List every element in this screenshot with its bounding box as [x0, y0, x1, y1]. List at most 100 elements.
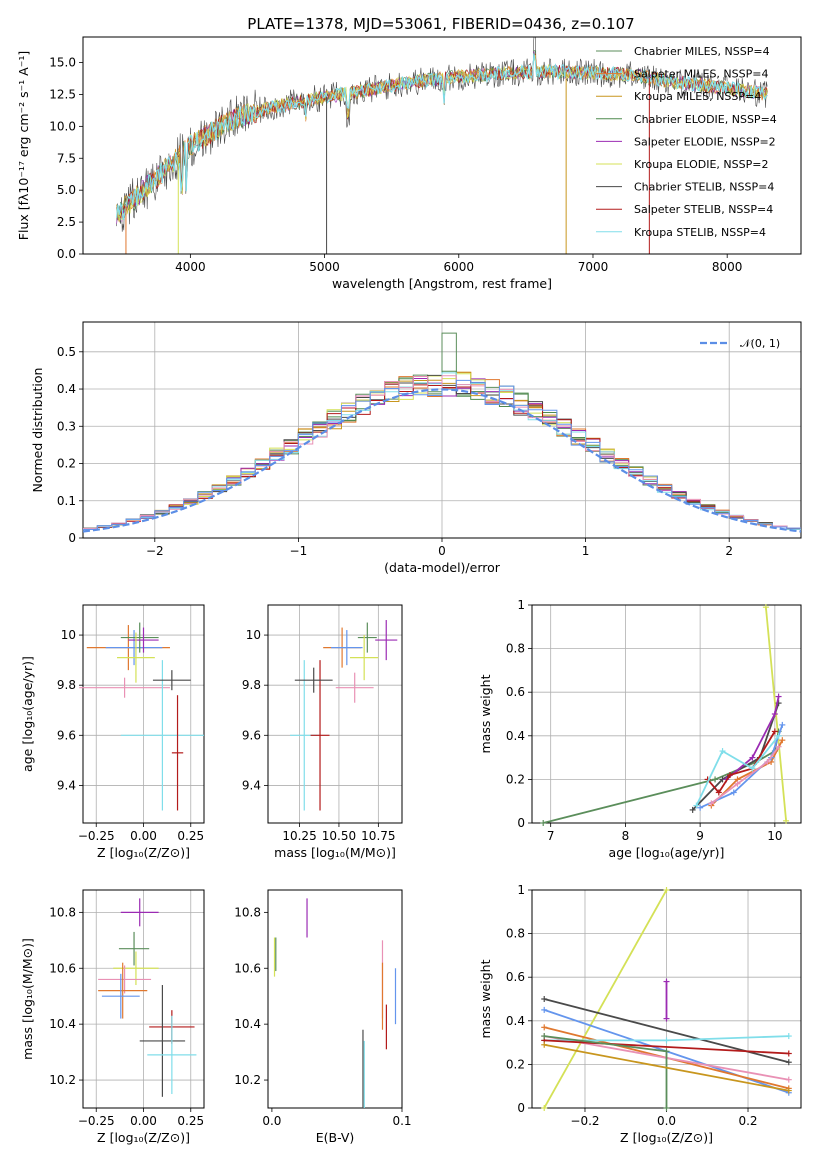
x-tick-label: 0.00 — [130, 1114, 157, 1128]
age-vs-metallicity-panel: −0.25 0.00 0.25 9.4 9.6 9.8 10 Z [log₁₀(Z/Z⊙)] a… — [20, 604, 205, 860]
y-tick-label: 0.1 — [57, 494, 76, 508]
mass-vs-metallicity-panel: −0.25 0.00 0.25 10.2 10.4 10.6 10.8 Z [log₁₀(Z/… — [20, 889, 205, 1145]
weight-line — [710, 746, 780, 805]
y-tick-label: 9.6 — [242, 728, 261, 742]
y-tick-label: 0.8 — [506, 927, 525, 941]
weight-line — [544, 1039, 789, 1055]
age-vs-mass-panel: 10.25 10.50 10.75 9.4 9.6 9.8 10 mass [log₁₀(M/… — [242, 604, 403, 860]
y-tick-label: 0 — [517, 816, 525, 830]
spectrum-line — [116, 53, 768, 221]
x-tick-label: 0 — [438, 544, 446, 558]
x-tick-label: 0.2 — [738, 1114, 757, 1128]
y-tick-label: 9.8 — [242, 678, 261, 692]
x-axis-label: Z [log₁₀(Z/Z⊙)] — [620, 1130, 713, 1145]
y-tick-label: 0.6 — [506, 970, 525, 984]
y-axis-label: mass weight — [478, 959, 493, 1038]
x-tick-label: 10.50 — [322, 829, 356, 843]
x-axis-label: Z [log₁₀(Z/Z⊙)] — [97, 845, 190, 860]
y-tick-label: 5.0 — [57, 183, 76, 197]
x-axis-label: mass [log₁₀(M/M⊙)] — [274, 845, 396, 860]
x-axis-label: Z [log₁₀(Z/Z⊙)] — [97, 1130, 190, 1145]
y-tick-label: 10.6 — [234, 961, 261, 975]
y-tick-label: 0 — [517, 1101, 525, 1115]
y-tick-label: 10 — [246, 628, 261, 642]
x-axis-label: E(B-V) — [316, 1130, 355, 1145]
axes-frame — [531, 604, 802, 824]
y-axis-label: mass weight — [478, 674, 493, 753]
x-axis-label: wavelength [Angstrom, rest frame] — [332, 276, 552, 291]
y-tick-label: 1 — [517, 883, 525, 897]
y-tick-label: 1 — [517, 598, 525, 612]
x-axis-label: age [log₁₀(age/yr)] — [609, 845, 725, 860]
y-tick-label: 10.4 — [49, 1017, 76, 1031]
gaussian-curve — [82, 388, 802, 533]
x-tick-label: −2 — [146, 544, 164, 558]
x-tick-label: 10.25 — [282, 829, 316, 843]
x-tick-label: 0.00 — [130, 829, 157, 843]
x-tick-label: 10.75 — [361, 829, 395, 843]
weight-line — [725, 696, 780, 781]
y-tick-label: 9.8 — [57, 678, 76, 692]
weight-line — [692, 702, 780, 811]
weight-line — [695, 735, 780, 806]
y-tick-label: 2.5 — [57, 215, 76, 229]
x-tick-label: 0.0 — [657, 1114, 676, 1128]
legend-label: 𝒩(0, 1) — [740, 337, 780, 350]
y-tick-label: 9.4 — [57, 778, 76, 792]
legend-label: Kroupa STELIB, NSSP=4 — [634, 226, 766, 239]
spectrum-panel: 4000 5000 6000 7000 8000 0.0 2.5 5.0 7.5 10.0 12.5… — [16, 36, 802, 291]
y-tick-label: 10.2 — [49, 1073, 76, 1087]
y-tick-label: 0.0 — [57, 247, 76, 261]
x-tick-label: 7 — [547, 829, 555, 843]
x-tick-label: 0.25 — [177, 1114, 204, 1128]
legend-label: Chabrier ELODIE, NSSP=4 — [634, 113, 777, 126]
massweight-vs-age-panel: 7 8 9 10 0 0.2 0.4 0.6 0.8 1 age [log₁₀(age/yr)] ma… — [478, 598, 802, 860]
spectrum-line — [116, 37, 768, 232]
y-tick-label: 10.4 — [234, 1017, 261, 1031]
legend-label: Kroupa ELODIE, NSSP=2 — [634, 158, 768, 171]
x-tick-label: 7000 — [578, 260, 609, 274]
mass-vs-ebv-panel: 0.0 0.1 10.2 10.4 10.6 10.8 E(B-V) — [234, 889, 412, 1145]
y-axis-label: Flux [fλ10⁻¹⁷ erg cm⁻² s⁻¹ A⁻¹] — [16, 51, 31, 240]
x-tick-label: 4000 — [175, 260, 206, 274]
y-axis-label: mass [log₁₀(M/M⊙)] — [20, 938, 35, 1060]
x-tick-label: 9 — [696, 829, 704, 843]
y-tick-label: 9.4 — [242, 778, 261, 792]
x-tick-label: −0.25 — [78, 1114, 115, 1128]
y-tick-label: 0.8 — [506, 642, 525, 656]
axes-frame — [267, 604, 403, 824]
figure-title: PLATE=1378, MJD=53061, FIBERID=0436, z=0… — [247, 15, 634, 33]
y-tick-label: 0.4 — [506, 729, 525, 743]
axes-frame — [82, 321, 802, 539]
y-tick-label: 0 — [68, 531, 76, 545]
x-tick-label: −1 — [290, 544, 308, 558]
legend-label: Salpeter MILES, NSSP=4 — [634, 68, 768, 81]
axes-frame — [82, 889, 205, 1109]
y-axis-label: age [log₁₀(age/yr)] — [20, 656, 35, 772]
axes-frame — [267, 889, 403, 1109]
legend-label: Chabrier MILES, NSSP=4 — [634, 45, 770, 58]
x-tick-label: 6000 — [444, 260, 475, 274]
axes-frame — [82, 36, 802, 255]
weight-line — [544, 1043, 789, 1092]
y-tick-label: 10 — [61, 628, 76, 642]
y-tick-label: 10.2 — [234, 1073, 261, 1087]
y-tick-label: 0.5 — [57, 345, 76, 359]
y-tick-label: 0.2 — [506, 1057, 525, 1071]
x-tick-label: 5000 — [309, 260, 340, 274]
x-tick-label: 0.0 — [262, 1114, 281, 1128]
axes-frame — [82, 604, 205, 824]
y-tick-label: 0.2 — [506, 772, 525, 786]
y-tick-label: 0.6 — [506, 685, 525, 699]
y-tick-label: 0.4 — [57, 382, 76, 396]
y-tick-label: 0.3 — [57, 419, 76, 433]
y-tick-label: 15.0 — [49, 56, 76, 70]
y-axis-label: Normed distribution — [30, 368, 45, 493]
histogram-step — [83, 379, 801, 530]
y-tick-label: 7.5 — [57, 151, 76, 165]
legend-label: Salpeter STELIB, NSSP=4 — [634, 203, 773, 216]
legend-label: Kroupa MILES, NSSP=4 — [634, 90, 761, 103]
y-tick-label: 10.6 — [49, 961, 76, 975]
x-tick-label: 0.1 — [392, 1114, 411, 1128]
